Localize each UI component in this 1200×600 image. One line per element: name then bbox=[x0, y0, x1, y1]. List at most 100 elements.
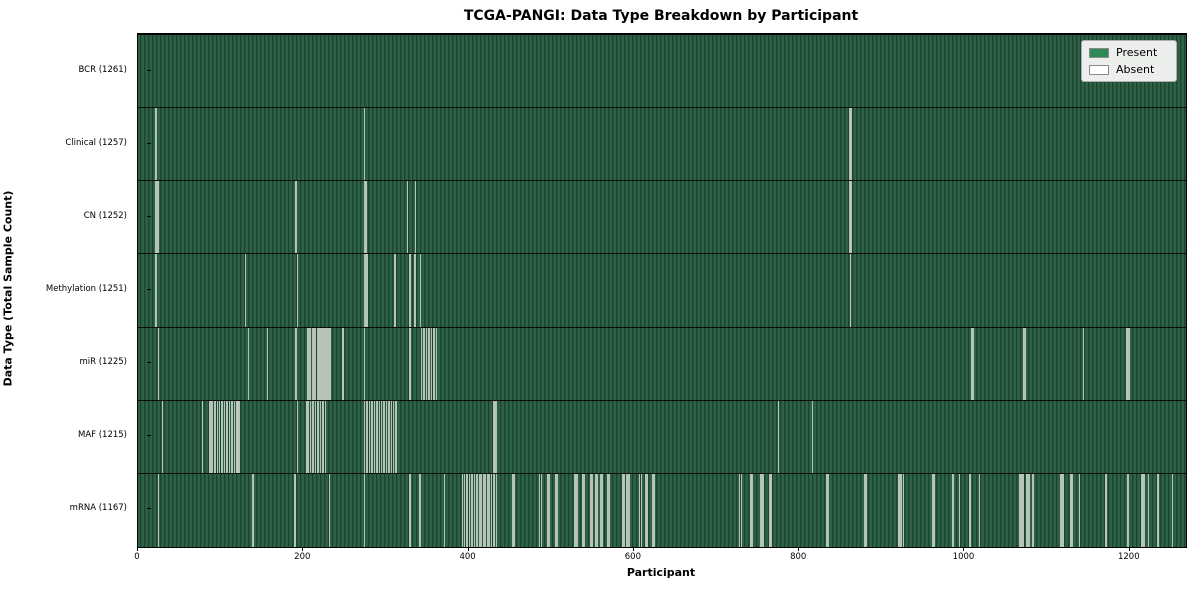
absent-mark bbox=[223, 400, 226, 473]
absent-mark bbox=[768, 473, 771, 547]
y-tick-mark bbox=[147, 362, 151, 364]
absent-mark bbox=[1105, 473, 1107, 547]
x-tick-label: 200 bbox=[294, 552, 311, 562]
absent-mark bbox=[468, 473, 471, 547]
y-tick-label: Methylation (1251) bbox=[45, 284, 127, 294]
absent-mark bbox=[827, 473, 829, 547]
absent-mark bbox=[848, 108, 851, 181]
x-tick-mark bbox=[137, 547, 138, 551]
absent-mark bbox=[394, 254, 396, 327]
absent-mark bbox=[364, 254, 366, 327]
x-tick-mark bbox=[302, 547, 304, 551]
absent-mark bbox=[601, 473, 604, 547]
absent-mark bbox=[309, 400, 312, 473]
absent-mark bbox=[314, 327, 317, 400]
x-tick-label: 400 bbox=[459, 552, 476, 562]
row-maf bbox=[138, 400, 1186, 474]
absent-mark bbox=[395, 400, 397, 473]
x-tick-mark bbox=[963, 547, 965, 551]
absent-mark bbox=[406, 181, 409, 254]
absent-mark bbox=[480, 473, 482, 547]
absent-mark bbox=[308, 327, 310, 400]
absent-mark bbox=[366, 254, 368, 327]
absent-mark bbox=[738, 473, 741, 547]
absent-mark bbox=[1143, 473, 1145, 547]
absent-mark bbox=[409, 327, 411, 400]
absent-mark bbox=[770, 473, 772, 547]
absent-mark bbox=[482, 473, 485, 547]
x-tick-mark bbox=[798, 547, 800, 551]
absent-mark bbox=[228, 400, 231, 473]
absent-mark bbox=[295, 327, 297, 400]
absent-mark bbox=[473, 473, 476, 547]
absent-mark bbox=[307, 400, 309, 473]
absent-mark bbox=[383, 400, 385, 473]
absent-mark bbox=[463, 473, 466, 547]
absent-mark bbox=[231, 400, 233, 473]
row-cn bbox=[138, 181, 1186, 255]
absent-mark bbox=[214, 400, 216, 473]
absent-mark bbox=[433, 327, 435, 400]
absent-mark bbox=[638, 473, 641, 547]
row-bcr bbox=[138, 35, 1186, 109]
absent-mark bbox=[978, 473, 981, 547]
legend: Present Absent bbox=[1081, 40, 1177, 82]
absent-mark bbox=[423, 327, 425, 400]
absent-mark bbox=[471, 473, 473, 547]
y-tick-label: BCR (1261) bbox=[78, 64, 128, 75]
absent-mark bbox=[811, 400, 814, 473]
x-tick-mark bbox=[1128, 547, 1130, 551]
absent-mark bbox=[538, 473, 541, 547]
absent-mark bbox=[751, 473, 753, 547]
absent-mark bbox=[628, 473, 630, 547]
absent-mark bbox=[247, 327, 250, 400]
absent-mark bbox=[494, 400, 496, 473]
absent-mark bbox=[626, 473, 628, 547]
absent-mark bbox=[316, 327, 319, 400]
x-tick-label: 800 bbox=[790, 552, 807, 562]
legend-label-present: Present bbox=[1116, 46, 1158, 59]
y-tick-label: mRNA (1167) bbox=[69, 503, 127, 514]
absent-mark bbox=[1024, 327, 1027, 400]
absent-mark bbox=[318, 327, 320, 400]
chart-title: TCGA-PANGI: Data Type Breakdown by Parti… bbox=[463, 8, 859, 24]
absent-mark bbox=[554, 473, 557, 547]
absent-mark bbox=[443, 473, 446, 547]
absent-mark bbox=[385, 400, 388, 473]
absent-mark bbox=[759, 473, 762, 547]
absent-mark bbox=[414, 181, 417, 254]
absent-mark bbox=[476, 473, 478, 547]
x-tick-mark bbox=[467, 547, 469, 551]
absent-mark bbox=[556, 473, 558, 547]
absent-mark bbox=[319, 327, 322, 400]
absent-mark bbox=[1141, 473, 1143, 547]
absent-mark bbox=[608, 473, 610, 547]
absent-swatch-icon bbox=[1089, 64, 1109, 75]
absent-mark bbox=[595, 473, 597, 547]
absent-mark bbox=[157, 327, 160, 400]
absent-mark bbox=[419, 473, 421, 547]
y-tick-mark bbox=[147, 69, 151, 71]
absent-mark bbox=[161, 400, 164, 473]
absent-mark bbox=[621, 473, 623, 547]
absent-mark bbox=[373, 400, 376, 473]
absent-mark bbox=[952, 473, 954, 547]
absent-mark bbox=[972, 327, 975, 400]
absent-mark bbox=[653, 473, 656, 547]
absent-mark bbox=[378, 400, 380, 473]
absent-mark bbox=[266, 327, 269, 400]
absent-mark bbox=[328, 473, 331, 547]
absent-mark bbox=[540, 473, 542, 547]
absent-mark bbox=[322, 400, 324, 473]
absent-mark bbox=[652, 473, 654, 547]
absent-mark bbox=[1023, 327, 1025, 400]
absent-mark bbox=[581, 473, 584, 547]
x-tick-label: 600 bbox=[624, 552, 642, 562]
absent-mark bbox=[425, 327, 428, 400]
absent-mark bbox=[388, 400, 390, 473]
absent-mark bbox=[466, 473, 468, 547]
absent-mark bbox=[971, 327, 973, 400]
absent-mark bbox=[218, 400, 221, 473]
absent-mark bbox=[576, 473, 578, 547]
